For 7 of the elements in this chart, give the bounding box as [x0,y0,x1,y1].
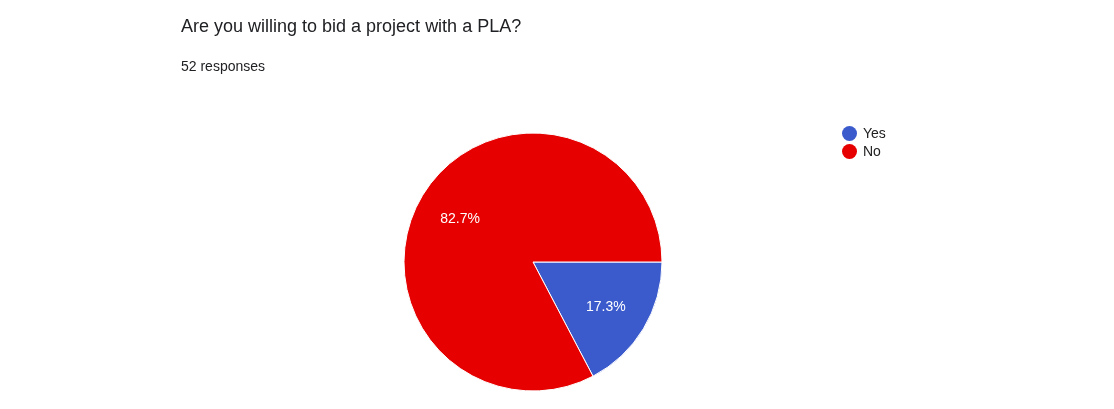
pie-slice [403,132,663,392]
text: 52 responses [181,58,266,74]
legend-label: No [863,143,881,159]
legend-label: Yes [863,125,886,141]
data-label: 17.3% [586,298,626,315]
chart-title: Are you willing to bid a project with a PLA? [181,16,522,37]
data-label: 82.7% [440,209,480,226]
